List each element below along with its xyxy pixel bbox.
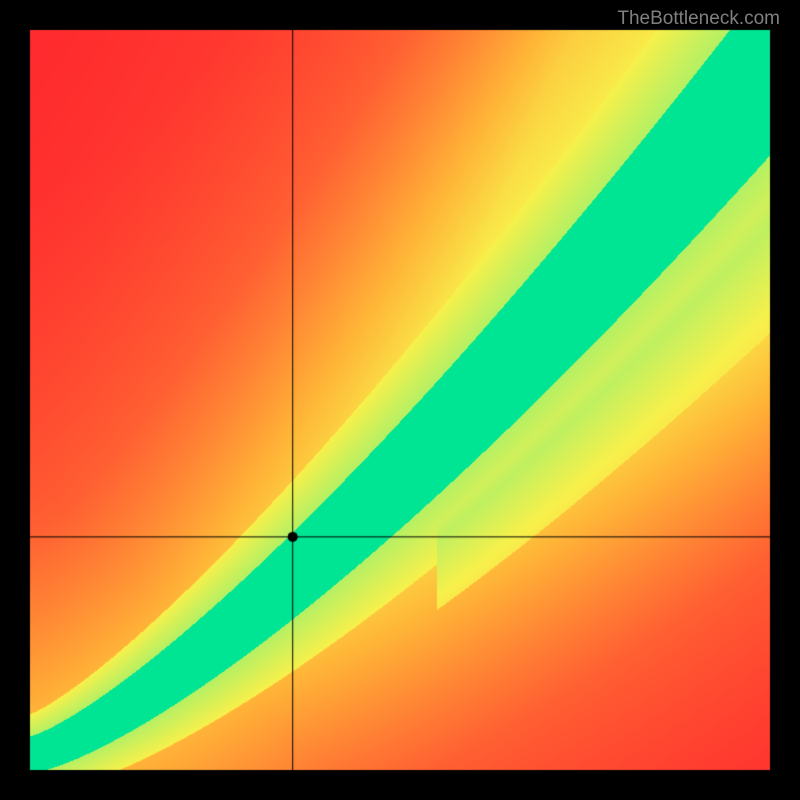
watermark-text: TheBottleneck.com xyxy=(617,8,780,30)
chart-container: TheBottleneck.com xyxy=(0,0,800,800)
bottleneck-heatmap xyxy=(0,0,800,800)
